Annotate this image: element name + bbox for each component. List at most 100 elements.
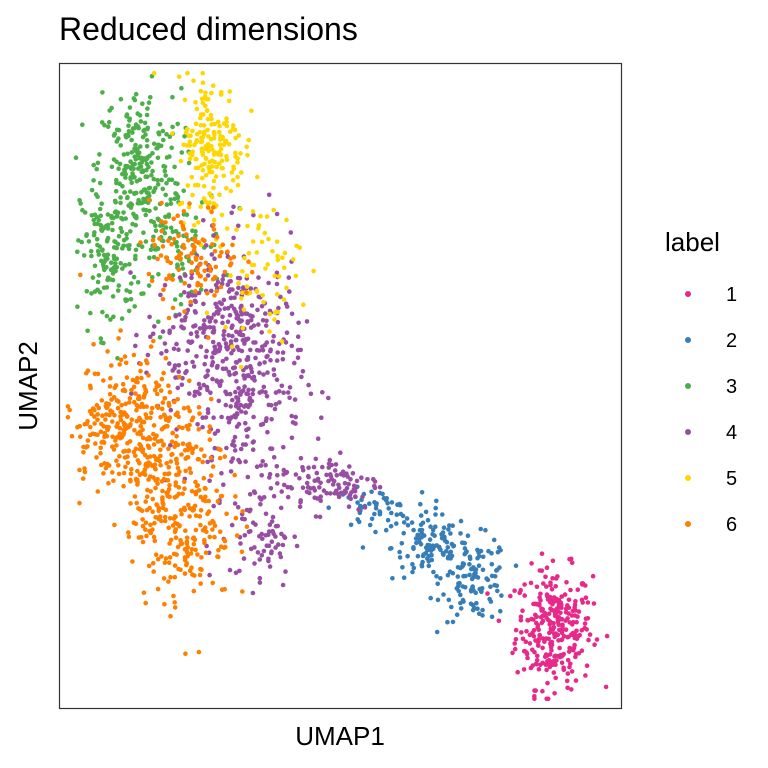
point-label-6 xyxy=(176,566,181,572)
point-label-3 xyxy=(164,155,170,160)
point-label-1 xyxy=(496,618,502,624)
point-label-5 xyxy=(238,151,243,156)
point-label-4 xyxy=(248,313,253,318)
point-label-1 xyxy=(545,680,550,686)
legend-label-4: 4 xyxy=(726,422,737,444)
point-label-5 xyxy=(236,280,241,286)
point-label-6 xyxy=(152,538,158,544)
point-label-6 xyxy=(136,535,142,540)
point-label-6 xyxy=(195,270,201,276)
point-label-4 xyxy=(228,339,234,344)
point-label-6 xyxy=(143,527,148,532)
point-label-1 xyxy=(572,635,578,641)
point-label-6 xyxy=(191,507,197,512)
point-label-1 xyxy=(524,650,529,655)
point-label-6 xyxy=(166,400,172,406)
point-label-6 xyxy=(157,236,162,241)
point-label-4 xyxy=(134,332,139,338)
point-label-6 xyxy=(220,242,226,247)
point-label-3 xyxy=(105,212,111,217)
point-label-4 xyxy=(227,567,233,573)
point-label-3 xyxy=(163,225,169,230)
point-label-6 xyxy=(207,534,213,540)
point-label-1 xyxy=(565,634,570,640)
point-label-2 xyxy=(421,552,427,557)
point-label-2 xyxy=(450,570,456,576)
point-label-3 xyxy=(144,161,150,167)
point-label-6 xyxy=(160,400,166,405)
point-label-6 xyxy=(92,371,98,377)
point-label-3 xyxy=(117,161,123,167)
point-label-3 xyxy=(116,283,122,288)
point-label-5 xyxy=(217,142,223,147)
point-label-6 xyxy=(168,459,174,464)
point-label-4 xyxy=(232,448,238,453)
point-label-4 xyxy=(258,497,264,502)
point-label-3 xyxy=(172,297,178,302)
point-label-1 xyxy=(512,641,517,646)
point-label-6 xyxy=(240,509,245,514)
point-label-6 xyxy=(195,280,201,286)
point-label-1 xyxy=(558,600,563,605)
point-label-6 xyxy=(125,440,130,446)
point-label-1 xyxy=(536,667,542,672)
point-label-4 xyxy=(221,328,227,334)
point-label-5 xyxy=(193,100,198,105)
point-label-5 xyxy=(239,296,244,301)
point-label-1 xyxy=(557,645,562,651)
point-label-4 xyxy=(233,337,239,343)
point-label-6 xyxy=(160,488,165,494)
point-label-6 xyxy=(162,471,167,477)
point-label-3 xyxy=(111,157,117,162)
point-label-4 xyxy=(216,341,222,347)
point-label-5 xyxy=(190,128,195,134)
point-label-5 xyxy=(201,131,207,137)
point-label-6 xyxy=(200,459,205,465)
point-label-6 xyxy=(183,468,188,474)
point-label-6 xyxy=(85,438,91,443)
point-label-3 xyxy=(111,133,117,138)
point-label-6 xyxy=(169,439,175,445)
point-label-1 xyxy=(565,685,570,691)
point-label-6 xyxy=(222,269,228,275)
point-label-4 xyxy=(342,481,348,486)
point-label-3 xyxy=(157,122,163,127)
point-label-2 xyxy=(495,588,500,594)
point-label-4 xyxy=(215,428,221,434)
legend-title: label xyxy=(665,227,720,257)
point-label-6 xyxy=(85,368,91,374)
point-label-6 xyxy=(208,473,214,478)
point-label-2 xyxy=(454,586,460,591)
point-label-5 xyxy=(190,192,195,198)
point-label-3 xyxy=(168,201,174,206)
point-label-6 xyxy=(154,391,160,397)
point-label-6 xyxy=(193,257,199,262)
point-label-3 xyxy=(153,223,158,229)
point-label-4 xyxy=(255,550,261,555)
point-label-3 xyxy=(167,134,173,139)
point-label-3 xyxy=(170,272,176,278)
point-label-5 xyxy=(186,204,192,210)
point-label-3 xyxy=(110,277,116,283)
point-label-6 xyxy=(118,409,123,415)
point-label-4 xyxy=(183,314,188,320)
point-label-6 xyxy=(197,262,202,268)
point-label-3 xyxy=(170,229,176,234)
point-label-4 xyxy=(162,282,168,288)
point-label-1 xyxy=(568,587,573,593)
point-label-6 xyxy=(116,336,121,341)
point-label-3 xyxy=(98,213,103,219)
point-label-2 xyxy=(326,505,332,511)
point-label-4 xyxy=(261,548,267,554)
point-label-4 xyxy=(292,360,297,366)
point-label-6 xyxy=(120,381,126,387)
point-label-4 xyxy=(264,416,269,421)
point-label-6 xyxy=(137,396,142,402)
point-label-5 xyxy=(275,253,280,259)
point-label-2 xyxy=(419,490,425,495)
point-label-6 xyxy=(145,455,150,460)
point-label-5 xyxy=(196,220,201,225)
point-label-5 xyxy=(244,144,249,150)
point-label-5 xyxy=(195,165,201,170)
point-label-4 xyxy=(327,457,333,463)
